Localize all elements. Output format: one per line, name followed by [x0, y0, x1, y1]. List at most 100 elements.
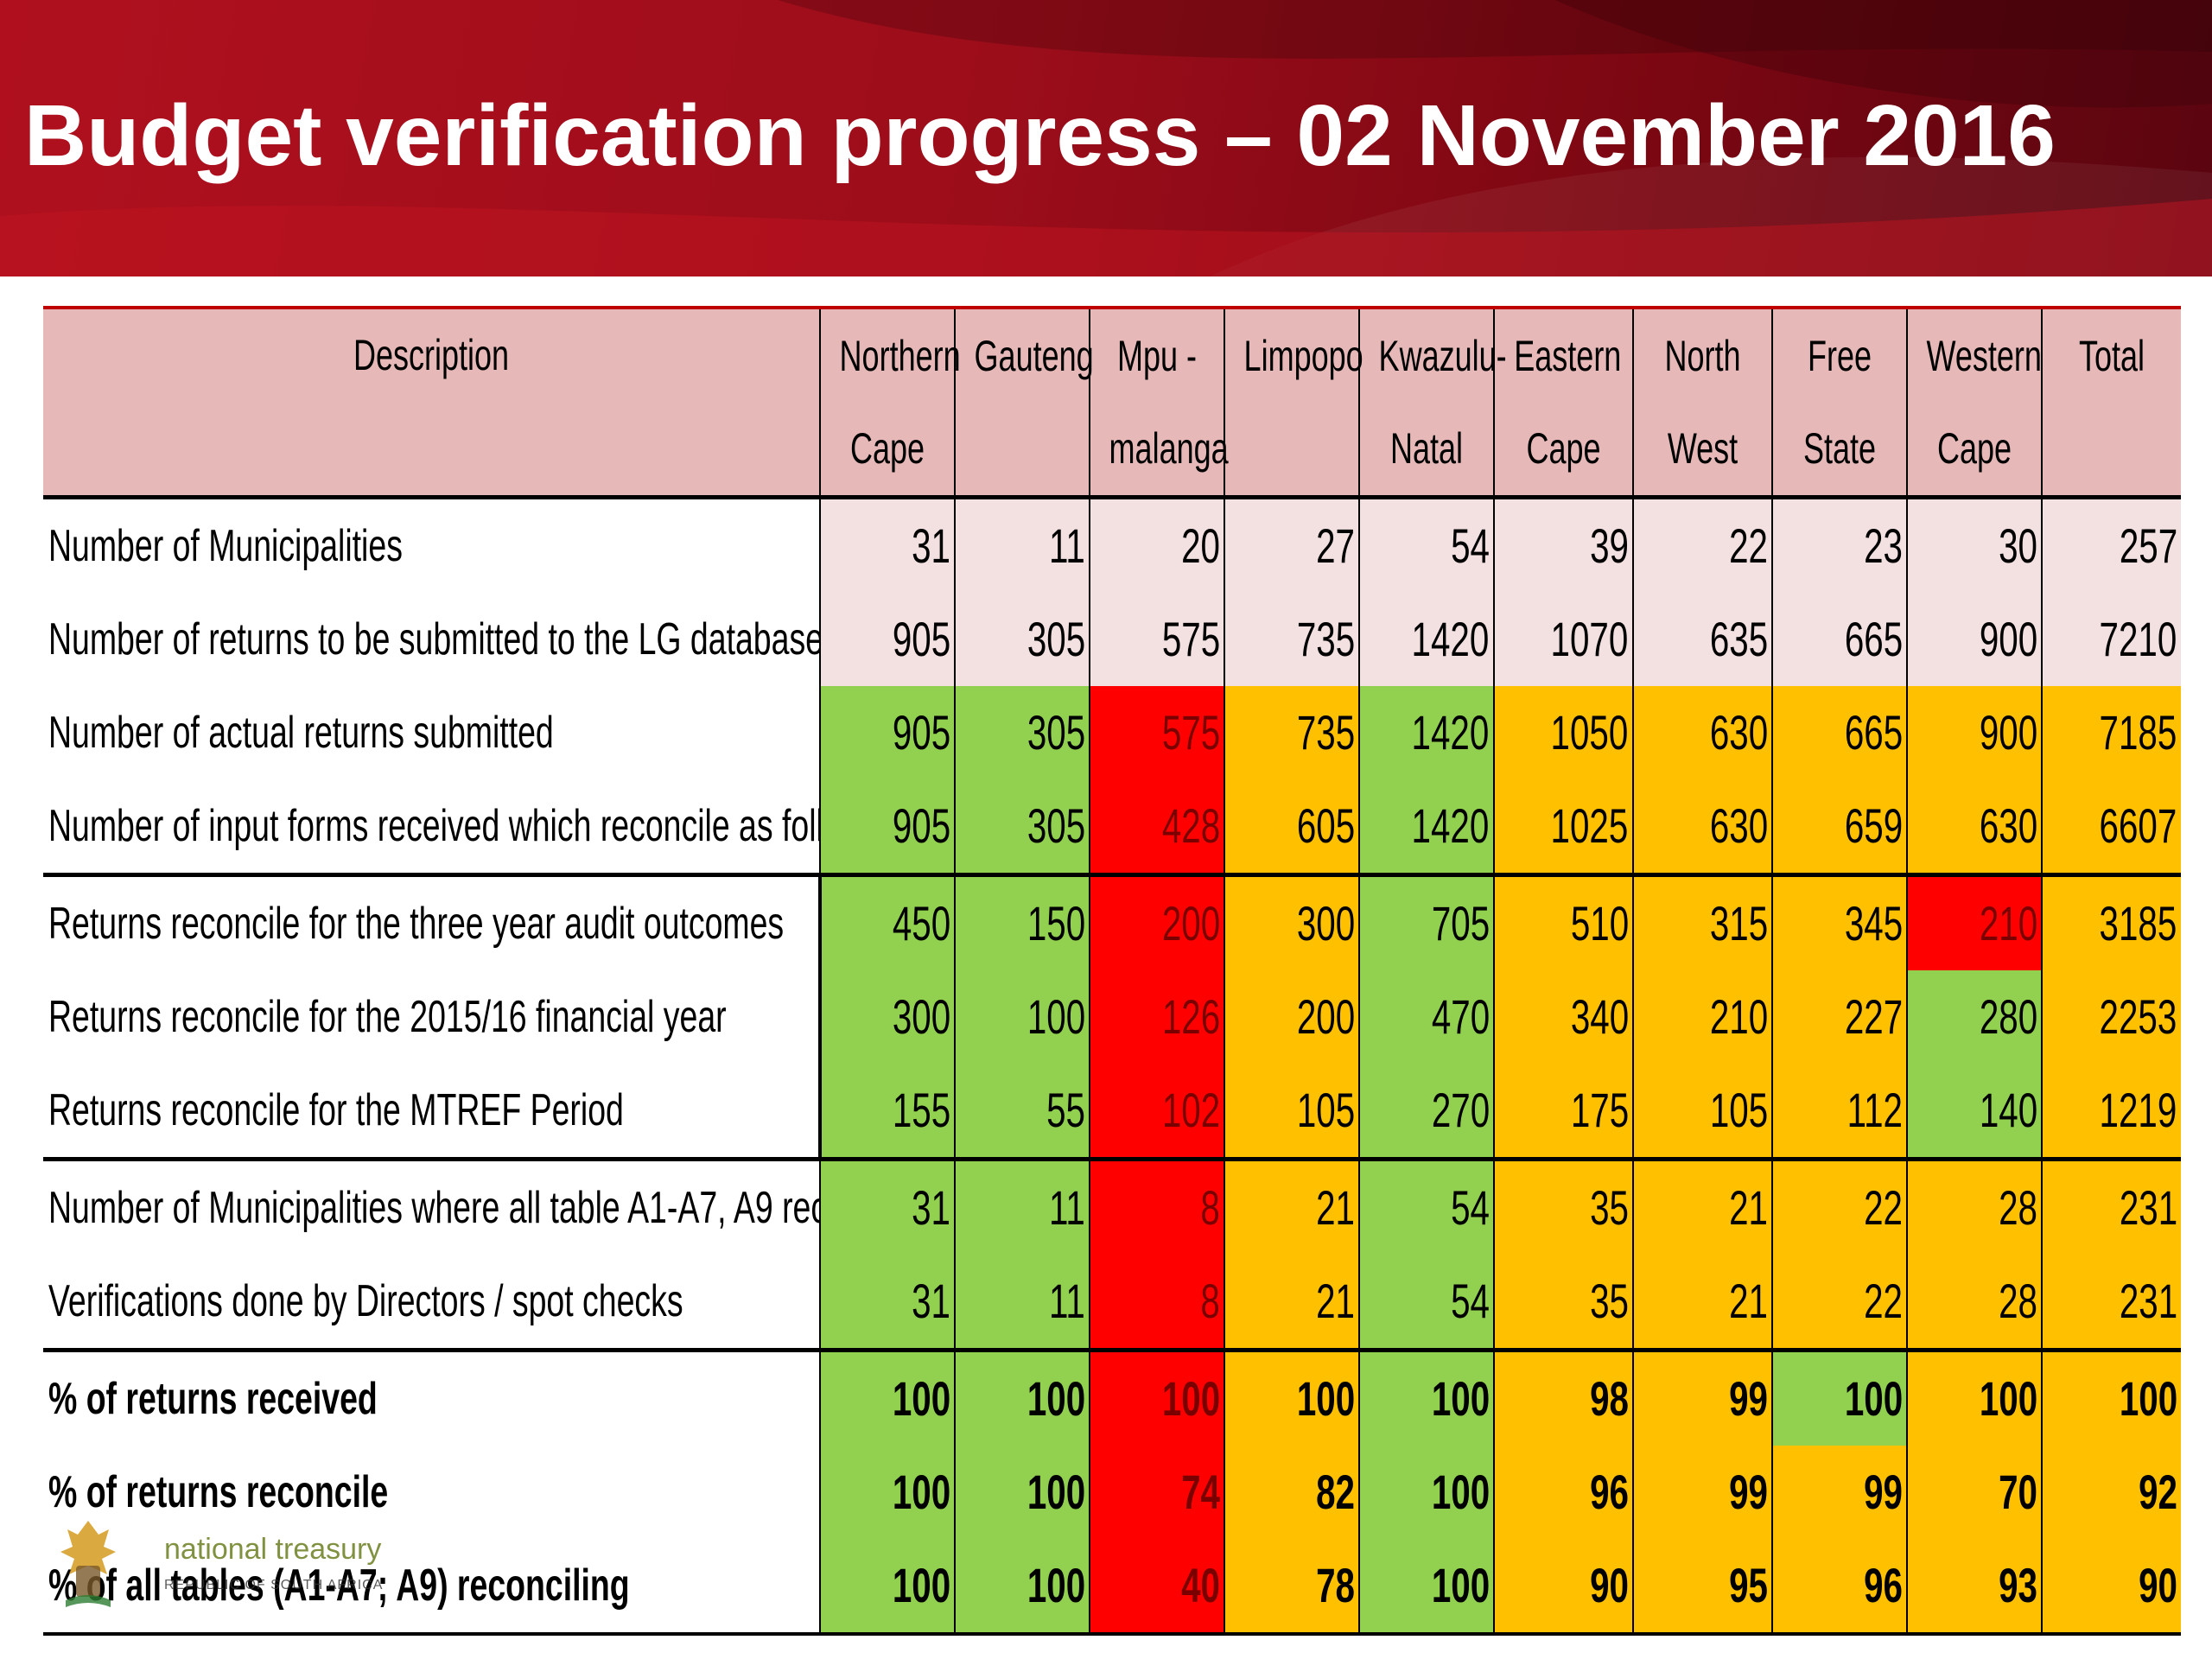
- value-cell: 305: [954, 779, 1090, 875]
- value-text: 6607: [2099, 798, 2177, 853]
- row-label: % of returns received: [43, 1348, 820, 1446]
- table-row: % of all tables (A1-A7; A9) reconciling 1…: [43, 1539, 2181, 1636]
- row-label-text: % of returns reconcile: [48, 1467, 389, 1517]
- header-label-line2: [2062, 403, 2161, 495]
- value-cell: 100: [1224, 1348, 1359, 1446]
- value-cell: 665: [1771, 593, 1907, 686]
- header-column: Western Cape: [1906, 306, 2042, 499]
- value-cell: 100: [954, 1539, 1090, 1636]
- value-cell: 735: [1224, 593, 1359, 686]
- value-cell: 31: [819, 1157, 955, 1255]
- row-label-text: Number of Municipalities: [48, 521, 403, 571]
- table-row: Returns reconcile for the MTREF Period 15…: [43, 1064, 2181, 1160]
- value-text: 54: [1450, 1180, 1490, 1235]
- row-label-text: Returns reconcile for the MTREF Period: [48, 1085, 624, 1135]
- value-text: 100: [1296, 1371, 1355, 1426]
- value-cell: 93: [1906, 1539, 2042, 1636]
- value-text: 305: [1027, 705, 1085, 760]
- value-text: 659: [1844, 798, 1903, 853]
- value-text: 300: [892, 989, 950, 1044]
- value-text: 100: [892, 1465, 950, 1519]
- value-text: 100: [1431, 1465, 1490, 1519]
- value-cell: 105: [1224, 1064, 1359, 1160]
- value-text: 1025: [1550, 798, 1629, 853]
- header-column: Kwazulu- Natal: [1358, 306, 1507, 499]
- value-cell: 112: [1771, 1064, 1907, 1160]
- value-cell: 340: [1493, 970, 1633, 1064]
- value-cell: 105: [1632, 1064, 1772, 1160]
- header-label-line1: Mpu -: [1116, 331, 1198, 380]
- value-cell: 39: [1493, 497, 1633, 593]
- value-cell: 35: [1493, 1255, 1633, 1351]
- value-text: 3185: [2099, 896, 2177, 950]
- header-label-line2: Cape: [1936, 423, 2012, 473]
- value-cell: 200: [1224, 970, 1359, 1064]
- value-text: 22: [1863, 1180, 1903, 1235]
- value-text: 305: [1027, 612, 1085, 666]
- value-cell: 100: [1771, 1348, 1907, 1446]
- table-row: Number of input forms received which rec…: [43, 779, 2181, 875]
- header-label-line2: [975, 403, 1071, 495]
- row-label: Number of input forms received which rec…: [43, 779, 820, 875]
- value-text: 1219: [2099, 1083, 2177, 1137]
- value-text: 96: [1863, 1558, 1903, 1612]
- value-cell: 22: [1771, 1255, 1907, 1351]
- table-row: Number of actual returns submitted 905 305…: [43, 686, 2181, 779]
- value-cell: 55: [954, 1064, 1090, 1160]
- value-cell: 98: [1493, 1348, 1633, 1446]
- value-text: 22: [1863, 1274, 1903, 1328]
- value-cell: 21: [1224, 1255, 1359, 1351]
- value-text: 96: [1589, 1465, 1629, 1519]
- value-cell: 126: [1089, 970, 1224, 1064]
- value-text: 270: [1431, 1083, 1490, 1137]
- value-text: 82: [1315, 1465, 1355, 1519]
- value-text: 102: [1161, 1083, 1220, 1137]
- value-cell: 210: [1632, 970, 1772, 1064]
- row-label: Returns reconcile for the 2015/16 financ…: [43, 970, 820, 1064]
- value-text: 11: [1048, 1274, 1085, 1328]
- value-text: 70: [1998, 1465, 2037, 1519]
- value-text: 35: [1589, 1274, 1629, 1328]
- table-row: % of returns received 100 100 100 100 100 98 99…: [43, 1348, 2181, 1446]
- value-text: 31: [911, 1274, 950, 1328]
- value-cell: 305: [954, 593, 1090, 686]
- value-text: 140: [1979, 1083, 2037, 1137]
- value-text: 8: [1200, 1274, 1220, 1328]
- value-cell: 27: [1224, 497, 1359, 593]
- budget-verification-table-container: Description Northern Cape Gauteng Mpu - mal…: [43, 306, 2181, 1636]
- value-text: 100: [1161, 1371, 1220, 1426]
- row-label-text: Number of returns to be submitted to the…: [48, 614, 820, 664]
- header-label-line2: Cape: [1526, 423, 1601, 473]
- value-text: 315: [1709, 896, 1768, 950]
- row-label-text: Returns reconcile for the 2015/16 financ…: [48, 992, 727, 1042]
- value-text: 21: [1315, 1180, 1355, 1235]
- value-text: 900: [1979, 705, 2037, 760]
- value-cell: 21: [1632, 1255, 1772, 1351]
- row-label-text: % of returns received: [48, 1374, 378, 1424]
- value-cell: 100: [1906, 1348, 2042, 1446]
- value-text: 231: [2119, 1180, 2177, 1235]
- value-text: 905: [892, 705, 950, 760]
- value-text: 630: [1709, 798, 1768, 853]
- value-cell: 96: [1493, 1446, 1633, 1539]
- value-text: 99: [1728, 1465, 1768, 1519]
- row-label: Verifications done by Directors / spot c…: [43, 1255, 820, 1351]
- value-text: 257: [2119, 518, 2177, 573]
- header-label-line1: North: [1664, 331, 1741, 380]
- value-text: 100: [1027, 1558, 1085, 1612]
- value-text: 27: [1315, 518, 1355, 573]
- header-column: Northern Cape: [819, 306, 961, 499]
- row-label-text: Verifications done by Directors / spot c…: [48, 1276, 683, 1326]
- value-text: 100: [892, 1558, 950, 1612]
- value-text: 450: [892, 896, 950, 950]
- value-cell: 280: [1906, 970, 2042, 1064]
- header-label-line2: malanga: [1109, 423, 1229, 473]
- value-text: 575: [1161, 612, 1220, 666]
- value-cell: 102: [1089, 1064, 1224, 1160]
- value-cell: 21: [1224, 1157, 1359, 1255]
- value-text: 100: [892, 1371, 950, 1426]
- value-cell: 30: [1906, 497, 2042, 593]
- value-cell: 231: [2041, 1255, 2181, 1351]
- row-label: % of returns reconcile: [43, 1446, 820, 1539]
- value-text: 99: [1728, 1371, 1768, 1426]
